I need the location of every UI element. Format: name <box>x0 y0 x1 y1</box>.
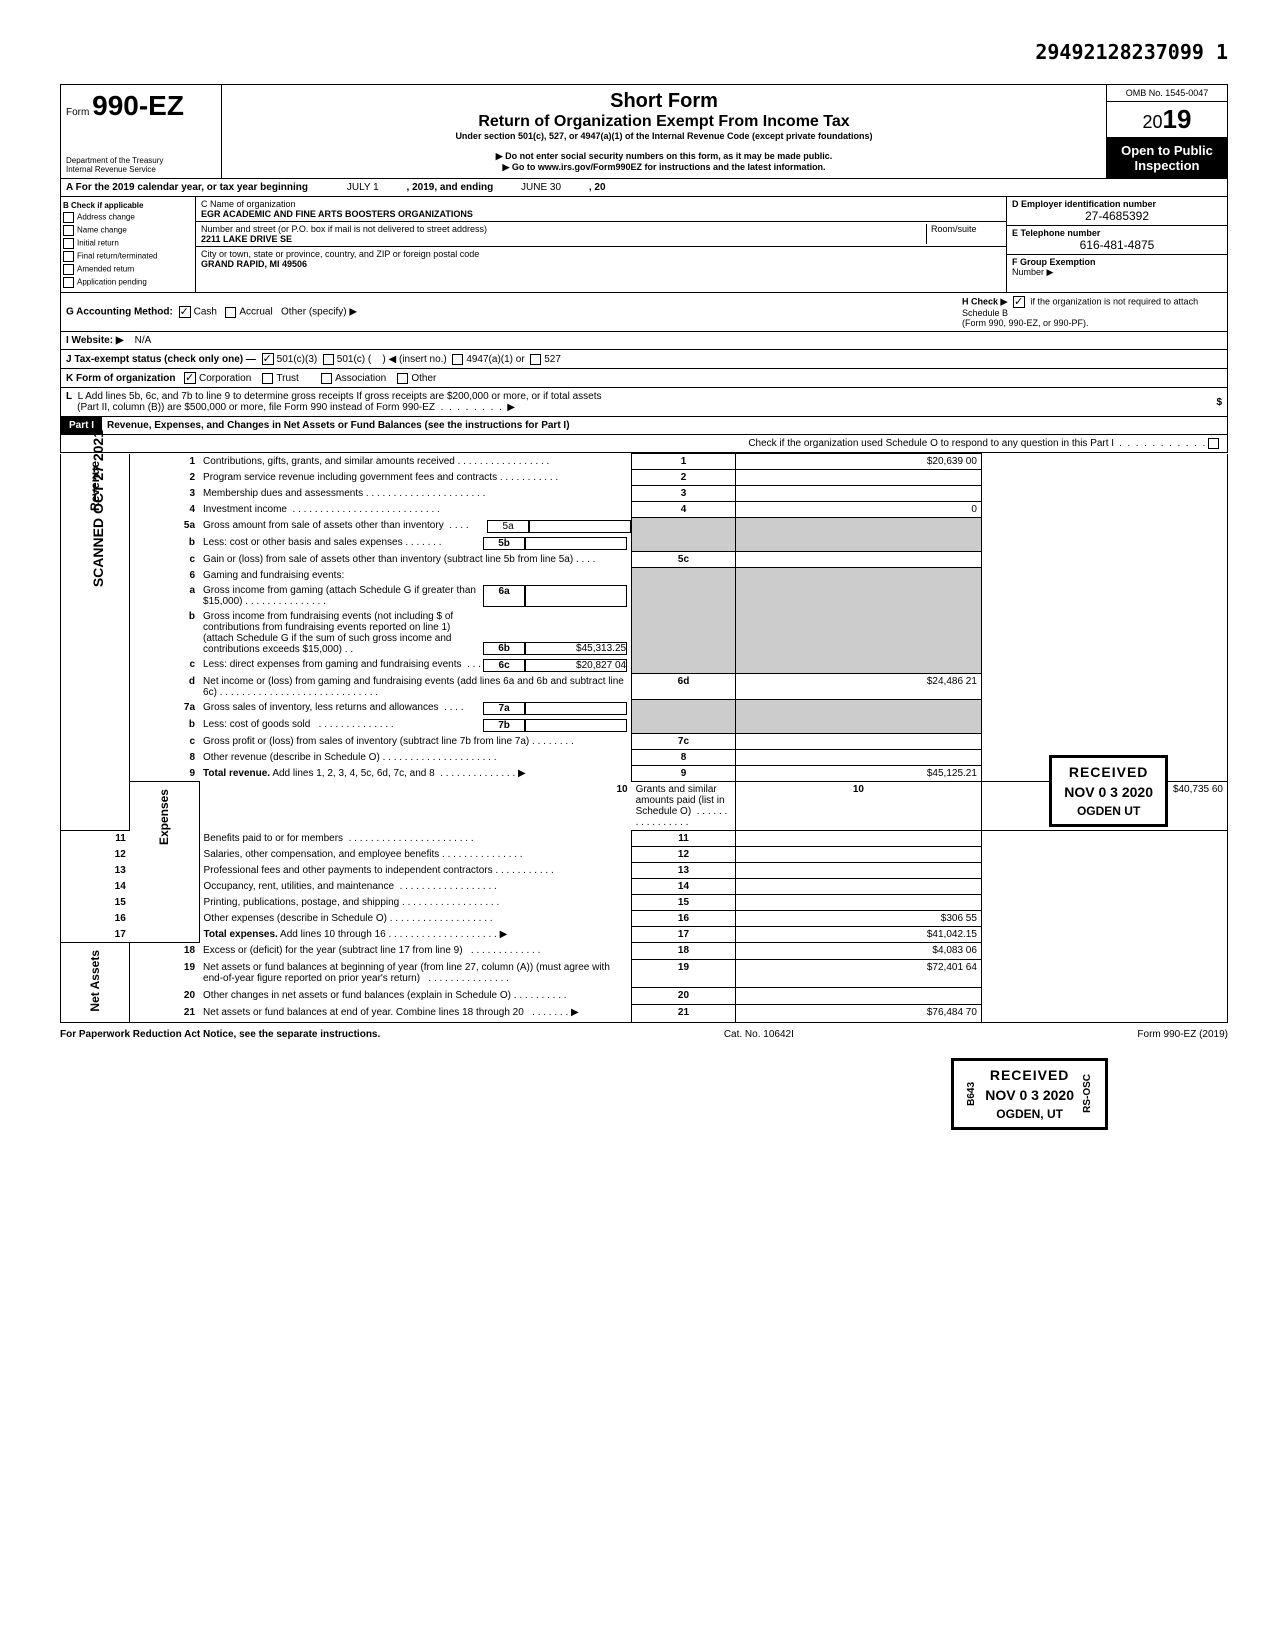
chk-501c3[interactable] <box>262 353 274 365</box>
line19-val: $72,401 64 <box>735 960 981 988</box>
chk-final-return[interactable] <box>63 251 74 262</box>
chk-initial-return[interactable] <box>63 238 74 249</box>
line17-val: $41,042.15 <box>735 927 981 943</box>
subtitle: Under section 501(c), 527, or 4947(a)(1)… <box>232 131 1096 141</box>
short-form-title: Short Form <box>232 90 1096 113</box>
scanned-stamp: SCANNED OCT 27 2021 <box>90 430 106 587</box>
line6b-val: $45,313.25 <box>525 642 627 655</box>
line18-val: $4,083 06 <box>735 943 981 960</box>
phone: 616-481-4875 <box>1012 238 1222 252</box>
stamp-received-1: RECEIVED NOV 0 3 2020 OGDEN UT <box>1049 755 1168 827</box>
chk-h[interactable] <box>1013 296 1025 308</box>
label-netassets: Net Assets <box>86 945 104 1017</box>
chk-assoc[interactable] <box>321 373 332 384</box>
tax-year: 2019 <box>1107 102 1227 138</box>
row-a-tax-year: A For the 2019 calendar year, or tax yea… <box>60 179 1228 197</box>
org-city: GRAND RAPID, MI 49506 <box>201 259 307 269</box>
part1-header: Part I Revenue, Expenses, and Changes in… <box>60 417 1228 435</box>
part1-check: Check if the organization used Schedule … <box>60 435 1228 453</box>
chk-pending[interactable] <box>63 277 74 288</box>
main-table: Revenue 1Contributions, gifts, grants, a… <box>60 453 1228 1023</box>
chk-527[interactable] <box>530 354 541 365</box>
chk-other[interactable] <box>397 373 408 384</box>
row-j: J Tax-exempt status (check only one) — 5… <box>60 350 1228 369</box>
chk-amended[interactable] <box>63 264 74 275</box>
return-title: Return of Organization Exempt From Incom… <box>232 113 1096 131</box>
chk-corp[interactable] <box>184 372 196 384</box>
form-label: Form 990-EZ <box>66 107 184 118</box>
warn-text: ▶ Do not enter social security numbers o… <box>232 151 1096 162</box>
line21-val: $76,484 70 <box>735 1005 981 1022</box>
chk-cash[interactable] <box>179 306 191 318</box>
row-l: L L Add lines 5b, 6c, and 7b to line 9 t… <box>60 388 1228 417</box>
open-public: Open to Public Inspection <box>1107 138 1227 178</box>
dln: 29492128237099 1 <box>60 40 1228 64</box>
stamp-received-2: B643 RECEIVED NOV 0 3 2020 OGDEN, UT RS-… <box>951 1058 1108 1130</box>
section-bcdef: B Check if applicable Address change Nam… <box>60 197 1228 293</box>
org-street: 2211 LAKE DRIVE SE <box>201 234 292 244</box>
line16-val: $306 55 <box>735 911 981 927</box>
goto-text: ▶ Go to www.irs.gov/Form990EZ for instru… <box>232 162 1096 173</box>
chk-501c[interactable] <box>323 354 334 365</box>
dept-treasury: Department of the Treasury Internal Reve… <box>66 157 163 175</box>
chk-address-change[interactable] <box>63 212 74 223</box>
org-name: EGR ACADEMIC AND FINE ARTS BOOSTERS ORGA… <box>201 209 473 219</box>
omb-number: OMB No. 1545-0047 <box>1107 85 1227 102</box>
row-gh: G Accounting Method: Cash Accrual Other … <box>60 293 1228 332</box>
label-expenses: Expenses <box>155 784 173 850</box>
page-footer: For Paperwork Reduction Act Notice, see … <box>60 1028 1228 1040</box>
line1-val: $20,639 00 <box>735 454 981 470</box>
chk-trust[interactable] <box>262 373 273 384</box>
line6c-val: $20,827 04 <box>525 659 627 672</box>
line6d-val: $24,486 21 <box>735 674 981 700</box>
line4-val: 0 <box>735 502 981 518</box>
row-i: I Website: ▶ N/A <box>60 332 1228 350</box>
line9-val: $45,125.21 <box>735 766 981 782</box>
row-k: K Form of organization Corporation Trust… <box>60 369 1228 388</box>
col-b-checkboxes: B Check if applicable Address change Nam… <box>61 197 196 292</box>
chk-schedule-o[interactable] <box>1208 438 1219 449</box>
form-header: Form 990-EZ Department of the Treasury I… <box>60 84 1228 179</box>
chk-4947[interactable] <box>452 354 463 365</box>
chk-name-change[interactable] <box>63 225 74 236</box>
col-c-org: C Name of organizationEGR ACADEMIC AND F… <box>196 197 1007 292</box>
ein: 27-4685392 <box>1012 209 1222 223</box>
col-right-def: D Employer identification number27-46853… <box>1007 197 1227 292</box>
website: N/A <box>135 335 152 346</box>
chk-accrual[interactable] <box>225 307 236 318</box>
